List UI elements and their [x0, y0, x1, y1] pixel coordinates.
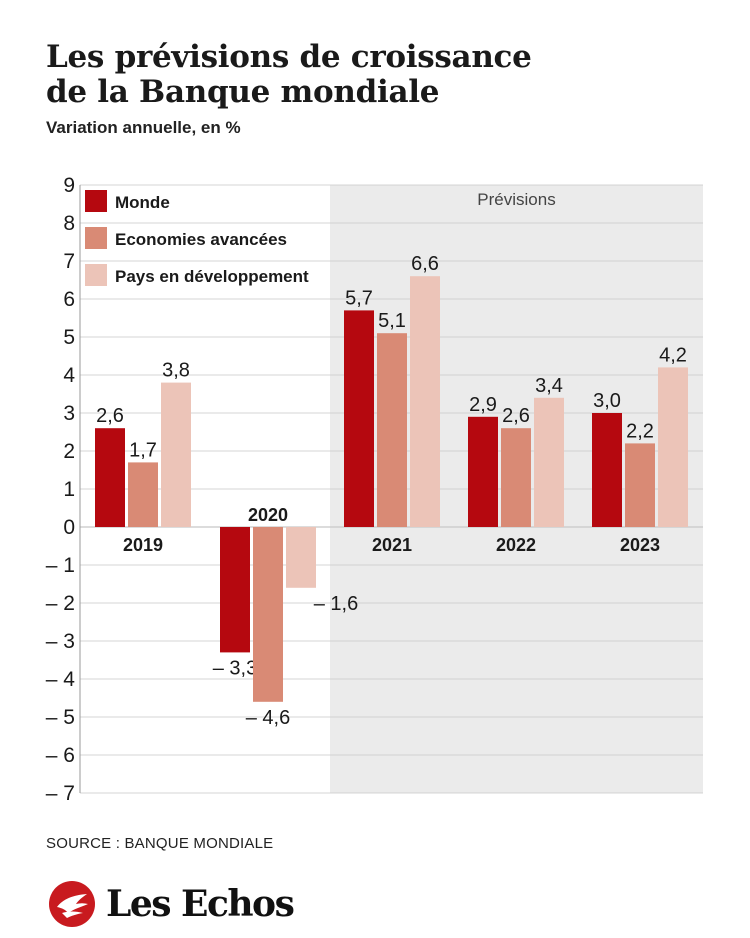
title-line-1: Les prévisions de croissance [46, 39, 532, 75]
y-tick-label: 2 [63, 440, 75, 463]
y-tick-label: 6 [63, 288, 75, 311]
y-tick-label: 7 [63, 250, 75, 273]
y-tick-label: – 6 [46, 744, 75, 767]
y-tick-label: 9 [63, 174, 75, 197]
data-label: 3,8 [162, 360, 190, 382]
les-echos-emblem-icon [49, 881, 95, 927]
source-note: SOURCE : BANQUE MONDIALE [46, 835, 274, 852]
x-tick-label: 2023 [620, 535, 660, 555]
y-tick-label: 3 [63, 402, 75, 425]
brand-name: Les Echos [106, 883, 295, 925]
bar [592, 413, 622, 527]
bar [344, 310, 374, 527]
legend-label: Economies avancées [115, 230, 287, 249]
x-tick-label: 2020 [248, 505, 288, 525]
legend-swatch [85, 264, 107, 286]
y-tick-label: 1 [63, 478, 75, 501]
bar [658, 367, 688, 527]
y-tick-label: – 2 [46, 592, 75, 615]
bar [253, 527, 283, 702]
data-label: 6,6 [411, 253, 439, 275]
bar [468, 416, 498, 527]
data-label: 2,6 [502, 405, 530, 427]
legend-label: Pays en développement [115, 267, 309, 286]
y-tick-label: – 1 [46, 554, 75, 577]
legend-swatch [85, 190, 107, 212]
bar [128, 462, 158, 527]
y-tick-label: – 5 [46, 706, 75, 729]
data-label: 4,2 [659, 344, 687, 366]
y-tick-label: – 3 [46, 630, 75, 653]
y-tick-label: 0 [63, 516, 75, 539]
bar [377, 333, 407, 527]
bar [95, 428, 125, 527]
y-tick-label: 5 [63, 326, 75, 349]
data-label: 3,4 [535, 375, 563, 397]
data-label: 2,9 [469, 394, 497, 416]
x-tick-label: 2022 [496, 535, 536, 555]
bar [220, 527, 250, 653]
x-tick-label: 2019 [123, 535, 163, 555]
bar [161, 382, 191, 527]
chart-subtitle: Variation annuelle, en % [46, 118, 241, 137]
title-line-2: de la Banque mondiale [46, 74, 440, 110]
y-tick-label: 4 [63, 364, 75, 387]
forecast-label: Prévisions [477, 190, 555, 209]
legend-label: Monde [115, 193, 170, 212]
bar-chart: Prévisions 9 8 7 6 5 4 3 2 1 0 – 1 – 2 – 3 – 4 – 5 – 6 –… [46, 174, 703, 805]
y-tick-label: – 4 [46, 668, 76, 691]
data-label: 5,1 [378, 310, 406, 332]
bar [410, 276, 440, 527]
bar [625, 443, 655, 527]
data-label: – 3,3 [213, 657, 257, 679]
y-tick-label: 8 [63, 212, 75, 235]
data-label: – 1,6 [314, 593, 358, 615]
legend-swatch [85, 227, 107, 249]
data-label: 2,6 [96, 405, 124, 427]
data-label: 1,7 [129, 439, 157, 461]
legend: Monde Economies avancées Pays en développe… [85, 190, 309, 286]
chart-title: Les prévisions de croissance de la Banqu… [46, 40, 706, 110]
bar [501, 428, 531, 527]
y-tick-label: – 7 [46, 782, 75, 805]
brand-logo: Les Echos [48, 878, 295, 930]
x-tick-label: 2021 [372, 535, 412, 555]
data-label: – 4,6 [246, 707, 290, 729]
data-label: 2,2 [626, 420, 654, 442]
y-axis: 9 8 7 6 5 4 3 2 1 0 – 1 – 2 – 3 – 4 – 5 – 6 – 7 [46, 174, 76, 805]
data-label: 3,0 [593, 390, 621, 412]
bar [534, 397, 564, 527]
bar [286, 527, 316, 588]
data-label: 5,7 [345, 287, 373, 309]
